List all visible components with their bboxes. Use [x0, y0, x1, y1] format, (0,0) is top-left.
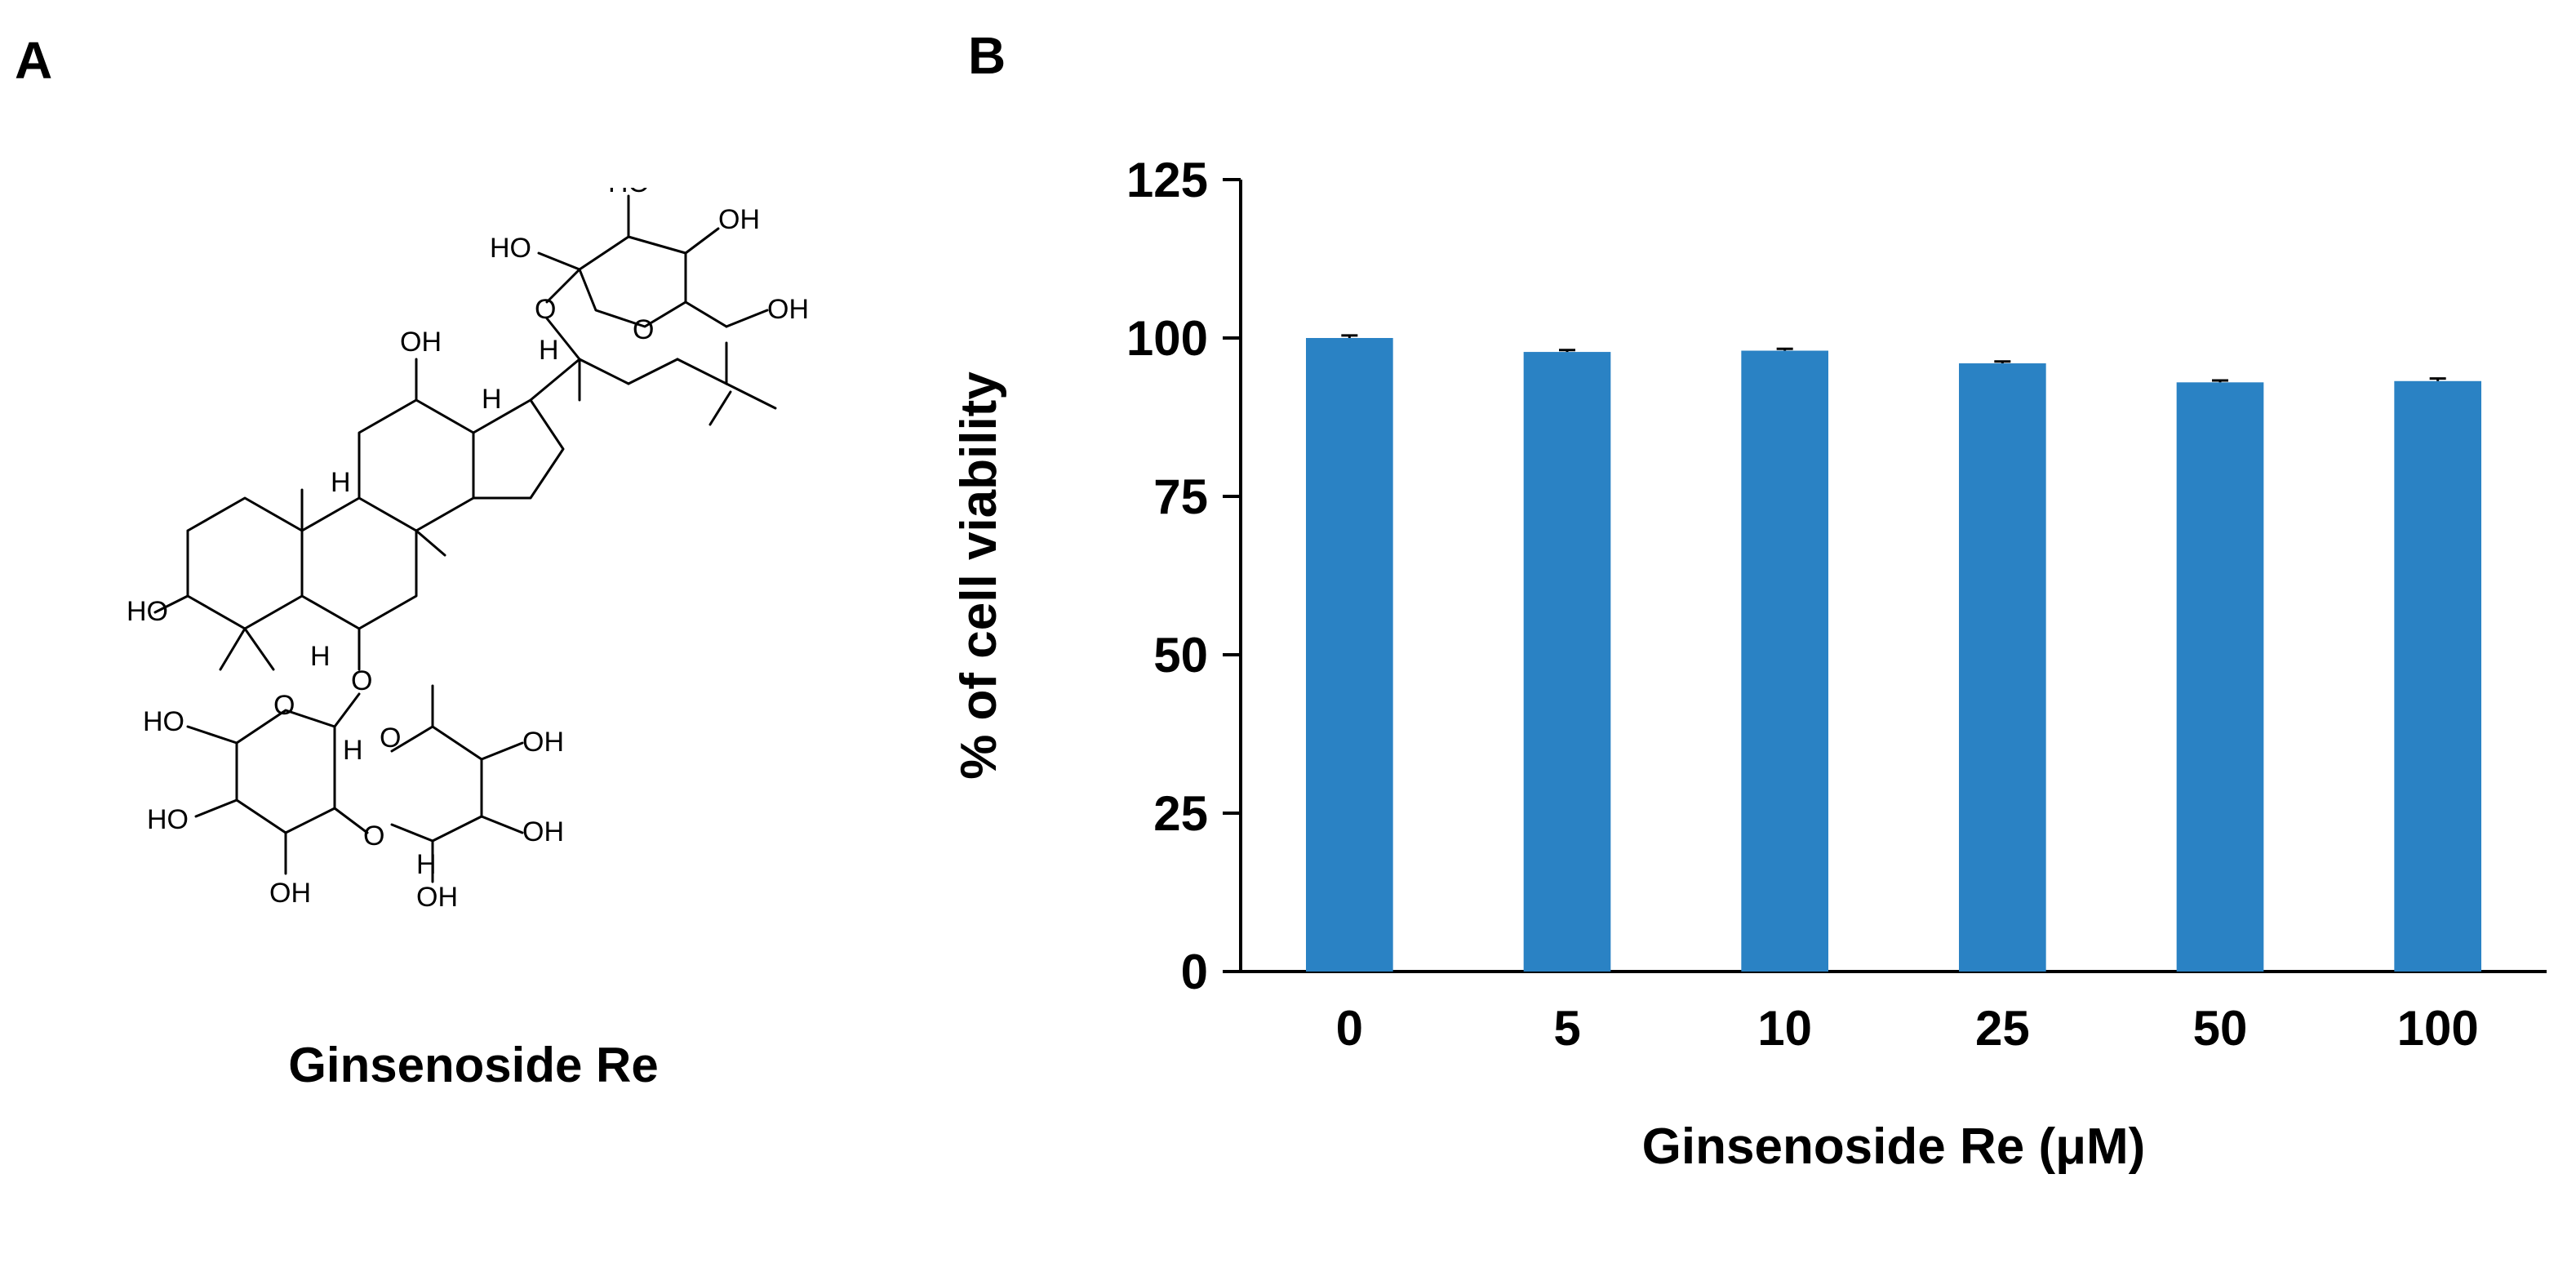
atom-label: OH — [522, 816, 564, 847]
y-tick-label: 0 — [1181, 945, 1208, 999]
bar — [1523, 352, 1611, 972]
bar-chart: 0 25 50 75 100 125 0 5 10 25 50 100 % of cell viab… — [951, 153, 2547, 1175]
atom-label: OH — [269, 878, 311, 909]
bar — [1306, 338, 1393, 972]
bar-series — [1306, 334, 2481, 972]
atom-label: O — [273, 690, 295, 721]
atom-label: OH — [416, 882, 458, 913]
atom-label: O — [351, 665, 372, 696]
atom-label: O — [633, 314, 654, 345]
atom-label: OH — [718, 204, 760, 235]
atom-label: H — [310, 641, 331, 672]
x-axis: 0 5 10 25 50 100 — [1241, 970, 2547, 1056]
atom-label: H — [482, 384, 502, 415]
panel-label-a: A — [15, 31, 53, 90]
atom-label: HO — [147, 804, 189, 835]
y-tick-label: 50 — [1153, 628, 1208, 683]
x-tick-label: 5 — [1553, 1001, 1580, 1056]
chemical-structure: HO OH H H H H O O O HO HO OH OH O H HO H… — [127, 188, 809, 913]
bar — [2394, 380, 2481, 972]
x-tick-label: 100 — [2397, 1001, 2479, 1056]
atom-label: O — [363, 821, 384, 852]
x-tick-label: 0 — [1336, 1001, 1363, 1056]
atom-label: HO — [608, 188, 650, 198]
atom-label: H — [331, 467, 351, 498]
atom-label: OH — [767, 294, 809, 325]
atom-label: O — [380, 723, 401, 754]
atom-label: OH — [522, 727, 564, 758]
compound-name: Ginsenoside Re — [288, 1038, 659, 1092]
y-tick-label: 100 — [1126, 311, 1208, 366]
x-tick-label: 10 — [1757, 1001, 1812, 1056]
y-tick-label: 125 — [1126, 153, 1208, 207]
atom-label: OH — [400, 327, 442, 358]
atom-label: HO — [127, 596, 168, 627]
atom-label: H — [539, 335, 559, 366]
y-tick-label: 25 — [1153, 786, 1208, 841]
bar — [1959, 363, 2046, 972]
x-tick-label: 50 — [2193, 1001, 2248, 1056]
panel-label-b: B — [968, 26, 1006, 85]
y-axis-title: % of cell viability — [951, 371, 1007, 780]
bar — [2176, 382, 2264, 972]
atom-label: HO — [143, 706, 184, 737]
atom-label: H — [416, 849, 437, 880]
atom-label: O — [535, 294, 556, 325]
y-axis: 0 25 50 75 100 125 — [1126, 153, 1242, 999]
x-axis-title: Ginsenoside Re (μM) — [1642, 1118, 2146, 1175]
bar — [1741, 350, 1828, 972]
x-tick-label: 25 — [1975, 1001, 2030, 1056]
atom-label: HO — [490, 233, 531, 264]
y-tick-label: 75 — [1153, 469, 1208, 524]
atom-label: H — [343, 735, 363, 766]
